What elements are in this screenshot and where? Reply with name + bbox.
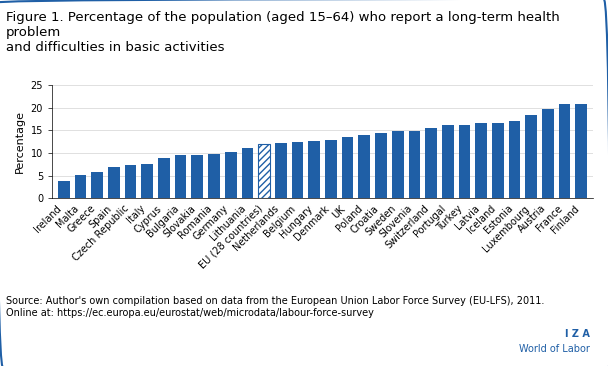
- Bar: [58, 181, 69, 198]
- Bar: [158, 157, 170, 198]
- Bar: [342, 137, 353, 198]
- Bar: [359, 135, 370, 198]
- Bar: [241, 147, 254, 198]
- Bar: [91, 172, 103, 198]
- Bar: [142, 164, 153, 198]
- Bar: [192, 155, 203, 198]
- Bar: [425, 128, 437, 198]
- Bar: [575, 104, 587, 198]
- Bar: [225, 152, 237, 198]
- Bar: [542, 109, 554, 198]
- Bar: [308, 141, 320, 198]
- Bar: [292, 142, 303, 198]
- Text: I Z A: I Z A: [565, 329, 590, 339]
- Bar: [174, 155, 187, 198]
- Bar: [492, 123, 503, 198]
- Bar: [442, 125, 454, 198]
- Bar: [559, 104, 570, 198]
- Bar: [392, 131, 404, 198]
- Bar: [525, 115, 537, 198]
- Bar: [325, 140, 337, 198]
- Text: Figure 1. Percentage of the population (aged 15–64) who report a long-term healt: Figure 1. Percentage of the population (…: [6, 11, 560, 54]
- Bar: [409, 131, 420, 198]
- Bar: [108, 167, 120, 198]
- Bar: [125, 165, 136, 198]
- Text: Source: Author's own compilation based on data from the European Union Labor For: Source: Author's own compilation based o…: [6, 296, 544, 318]
- Bar: [208, 154, 220, 198]
- Bar: [275, 143, 286, 198]
- Bar: [75, 175, 86, 198]
- Bar: [375, 132, 387, 198]
- Text: World of Labor: World of Labor: [519, 344, 590, 354]
- Bar: [475, 123, 487, 198]
- Bar: [509, 121, 520, 198]
- Y-axis label: Percentage: Percentage: [15, 110, 25, 173]
- Bar: [258, 144, 270, 198]
- Bar: [458, 125, 471, 198]
